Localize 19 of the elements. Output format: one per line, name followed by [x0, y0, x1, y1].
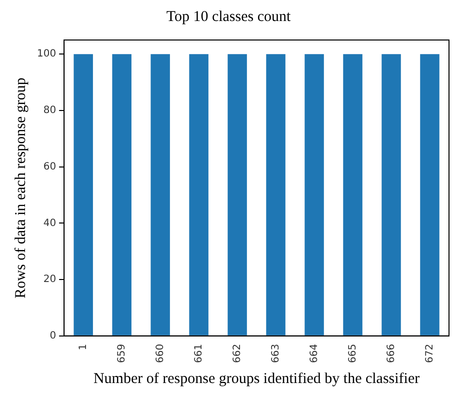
- y-tick-label: 100: [36, 48, 56, 60]
- x-tick-label: 664: [308, 344, 320, 364]
- y-tick-label: 0: [50, 330, 56, 342]
- x-tick-label: 660: [154, 344, 166, 364]
- x-tick-label: 663: [270, 344, 282, 364]
- y-axis-title: Rows of data in each response group: [12, 78, 29, 298]
- x-tick-label: 659: [116, 344, 128, 364]
- x-tick-label: 1: [78, 344, 89, 350]
- x-tick-label: 666: [386, 344, 397, 364]
- y-tick-label: 80: [43, 105, 56, 116]
- x-tick-label: 661: [193, 344, 204, 364]
- x-tick-label: 672: [424, 344, 436, 364]
- x-tick-label: 662: [232, 344, 243, 364]
- y-tick-label: 40: [43, 218, 56, 229]
- chart-title: Top 10 classes count: [166, 8, 292, 25]
- y-tick-label: 20: [43, 274, 56, 286]
- x-axis-title: Number of response groups identified by the classifier: [93, 370, 420, 387]
- x-tick-label: 665: [347, 344, 358, 364]
- y-tick-label: 60: [43, 161, 56, 172]
